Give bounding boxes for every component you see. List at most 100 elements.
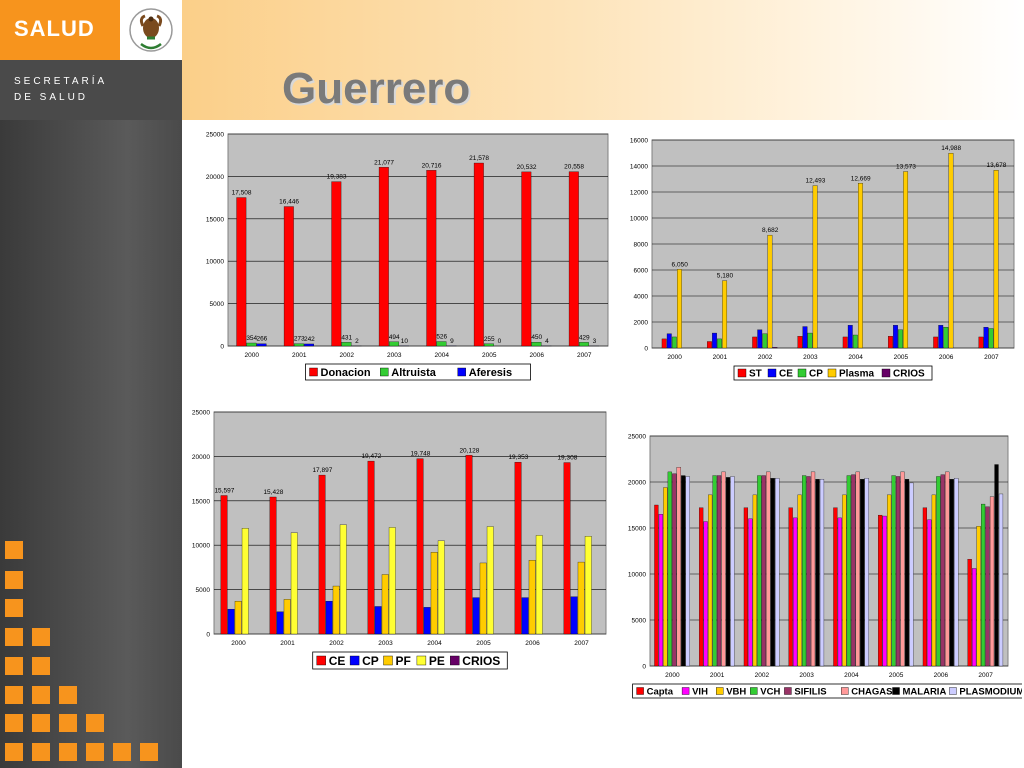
- data-label: 2: [355, 338, 359, 345]
- bar-cp: [762, 333, 768, 349]
- bar-altruista: [246, 342, 257, 347]
- bar-plasma: [812, 185, 818, 349]
- bar-vih: [927, 519, 932, 667]
- bar-altruista: [436, 341, 447, 347]
- bar-st: [933, 336, 939, 349]
- x-tick-label: 2006: [939, 354, 954, 361]
- data-label: 242: [304, 336, 315, 343]
- chart-blood-donations: 0 5000 10000 15000 20000 25000 2000 17,508 354 26…: [206, 132, 609, 381]
- header-band: [182, 0, 1024, 120]
- bar-ce: [563, 462, 571, 635]
- data-label: 19,353: [508, 454, 528, 461]
- bar-cp: [374, 606, 382, 635]
- x-tick-label: 2001: [292, 352, 307, 359]
- bar-plasma: [903, 171, 909, 349]
- bar-vch: [980, 503, 986, 667]
- legend-label: VIH: [692, 686, 708, 697]
- x-tick-label: 2004: [435, 352, 450, 359]
- bar-sifilis: [806, 476, 811, 667]
- data-label: 12,493: [805, 178, 825, 185]
- y-tick-label: 14000: [630, 164, 648, 171]
- data-label: 255: [484, 336, 495, 343]
- x-tick-label: 2006: [934, 672, 949, 679]
- data-label: 19,383: [327, 174, 347, 181]
- bar-vih: [972, 568, 977, 667]
- decor-square: [5, 628, 23, 646]
- data-label: 9: [450, 338, 454, 345]
- bar-capta: [967, 559, 972, 667]
- bar-plasmodium: [775, 478, 780, 667]
- legend-swatch: [881, 368, 891, 378]
- legend-swatch: [750, 687, 758, 695]
- bar-sifilis: [761, 475, 766, 667]
- subbrand-line-1: SECRETARÍA: [14, 76, 108, 87]
- x-tick-label: 2004: [427, 640, 442, 647]
- bar-plasmodium: [864, 478, 869, 667]
- bar-cp: [472, 597, 480, 635]
- bar-vch: [891, 475, 896, 667]
- coat-of-arms-icon: [129, 8, 173, 52]
- x-tick-label: 2003: [387, 352, 402, 359]
- y-tick-label: 2000: [634, 320, 649, 327]
- data-label: 266: [256, 336, 267, 343]
- y-tick-label: 20000: [628, 480, 646, 487]
- bar-donacion: [426, 170, 437, 347]
- data-label: 13,678: [986, 162, 1006, 169]
- bar-vih: [793, 517, 798, 667]
- legend-label: CRIOS: [893, 369, 925, 380]
- bar-cp: [852, 334, 858, 349]
- x-tick-label: 2003: [799, 672, 814, 679]
- legend-swatch: [949, 687, 957, 695]
- x-tick-label: 2004: [848, 354, 863, 361]
- bar-capta: [833, 507, 838, 667]
- bar-ce: [465, 455, 473, 635]
- bar-cp: [717, 338, 722, 349]
- bar-sifilis: [672, 473, 677, 667]
- bar-cp: [988, 328, 994, 349]
- bar-vch: [712, 475, 717, 667]
- decor-square: [59, 714, 77, 732]
- decor-square: [59, 686, 77, 704]
- x-tick-label: 2007: [574, 640, 589, 647]
- y-tick-label: 5000: [632, 618, 647, 625]
- bar-st: [752, 336, 758, 349]
- bar-cp: [423, 607, 431, 635]
- bar-cp: [898, 329, 903, 349]
- bar-pf: [479, 562, 487, 635]
- bar-vbh: [797, 494, 802, 667]
- bar-vbh: [708, 494, 713, 667]
- data-label: 3: [593, 338, 597, 345]
- y-tick-label: 5000: [210, 301, 225, 308]
- bar-vch: [801, 475, 807, 667]
- data-label: 20,128: [459, 447, 479, 454]
- bar-plasma: [948, 153, 954, 349]
- y-tick-label: 25000: [628, 434, 646, 441]
- decor-square: [5, 599, 23, 617]
- bar-cp: [521, 597, 529, 635]
- bar-plasmodium: [819, 479, 825, 667]
- y-tick-label: 10000: [206, 259, 224, 266]
- x-tick-label: 2003: [378, 640, 393, 647]
- bar-malaria: [949, 479, 954, 667]
- x-tick-label: 2006: [530, 352, 545, 359]
- data-label: 15,597: [214, 487, 234, 494]
- bar-ce: [514, 461, 522, 635]
- x-tick-label: 2000: [231, 640, 246, 647]
- legend-swatch: [316, 655, 326, 666]
- chart-serology-tests: 0 5000 10000 15000 20000 25000 2000 2001 2002 200…: [628, 434, 1022, 699]
- legend-swatch: [767, 368, 777, 378]
- bar-pe: [388, 527, 396, 635]
- brand-name: SALUD: [14, 16, 95, 41]
- y-tick-label: 20000: [192, 454, 210, 461]
- bar-plasmodium: [909, 482, 914, 667]
- legend-swatch: [636, 687, 644, 695]
- legend-swatch: [380, 367, 389, 377]
- data-label: 12,669: [851, 175, 871, 182]
- data-label: 20,716: [422, 162, 442, 169]
- bar-vih: [882, 515, 887, 667]
- bar-cp: [671, 336, 677, 349]
- bar-aferesis: [304, 343, 314, 347]
- bar-vch: [667, 471, 672, 667]
- data-label: 15,428: [263, 489, 283, 496]
- x-tick-label: 2000: [665, 672, 680, 679]
